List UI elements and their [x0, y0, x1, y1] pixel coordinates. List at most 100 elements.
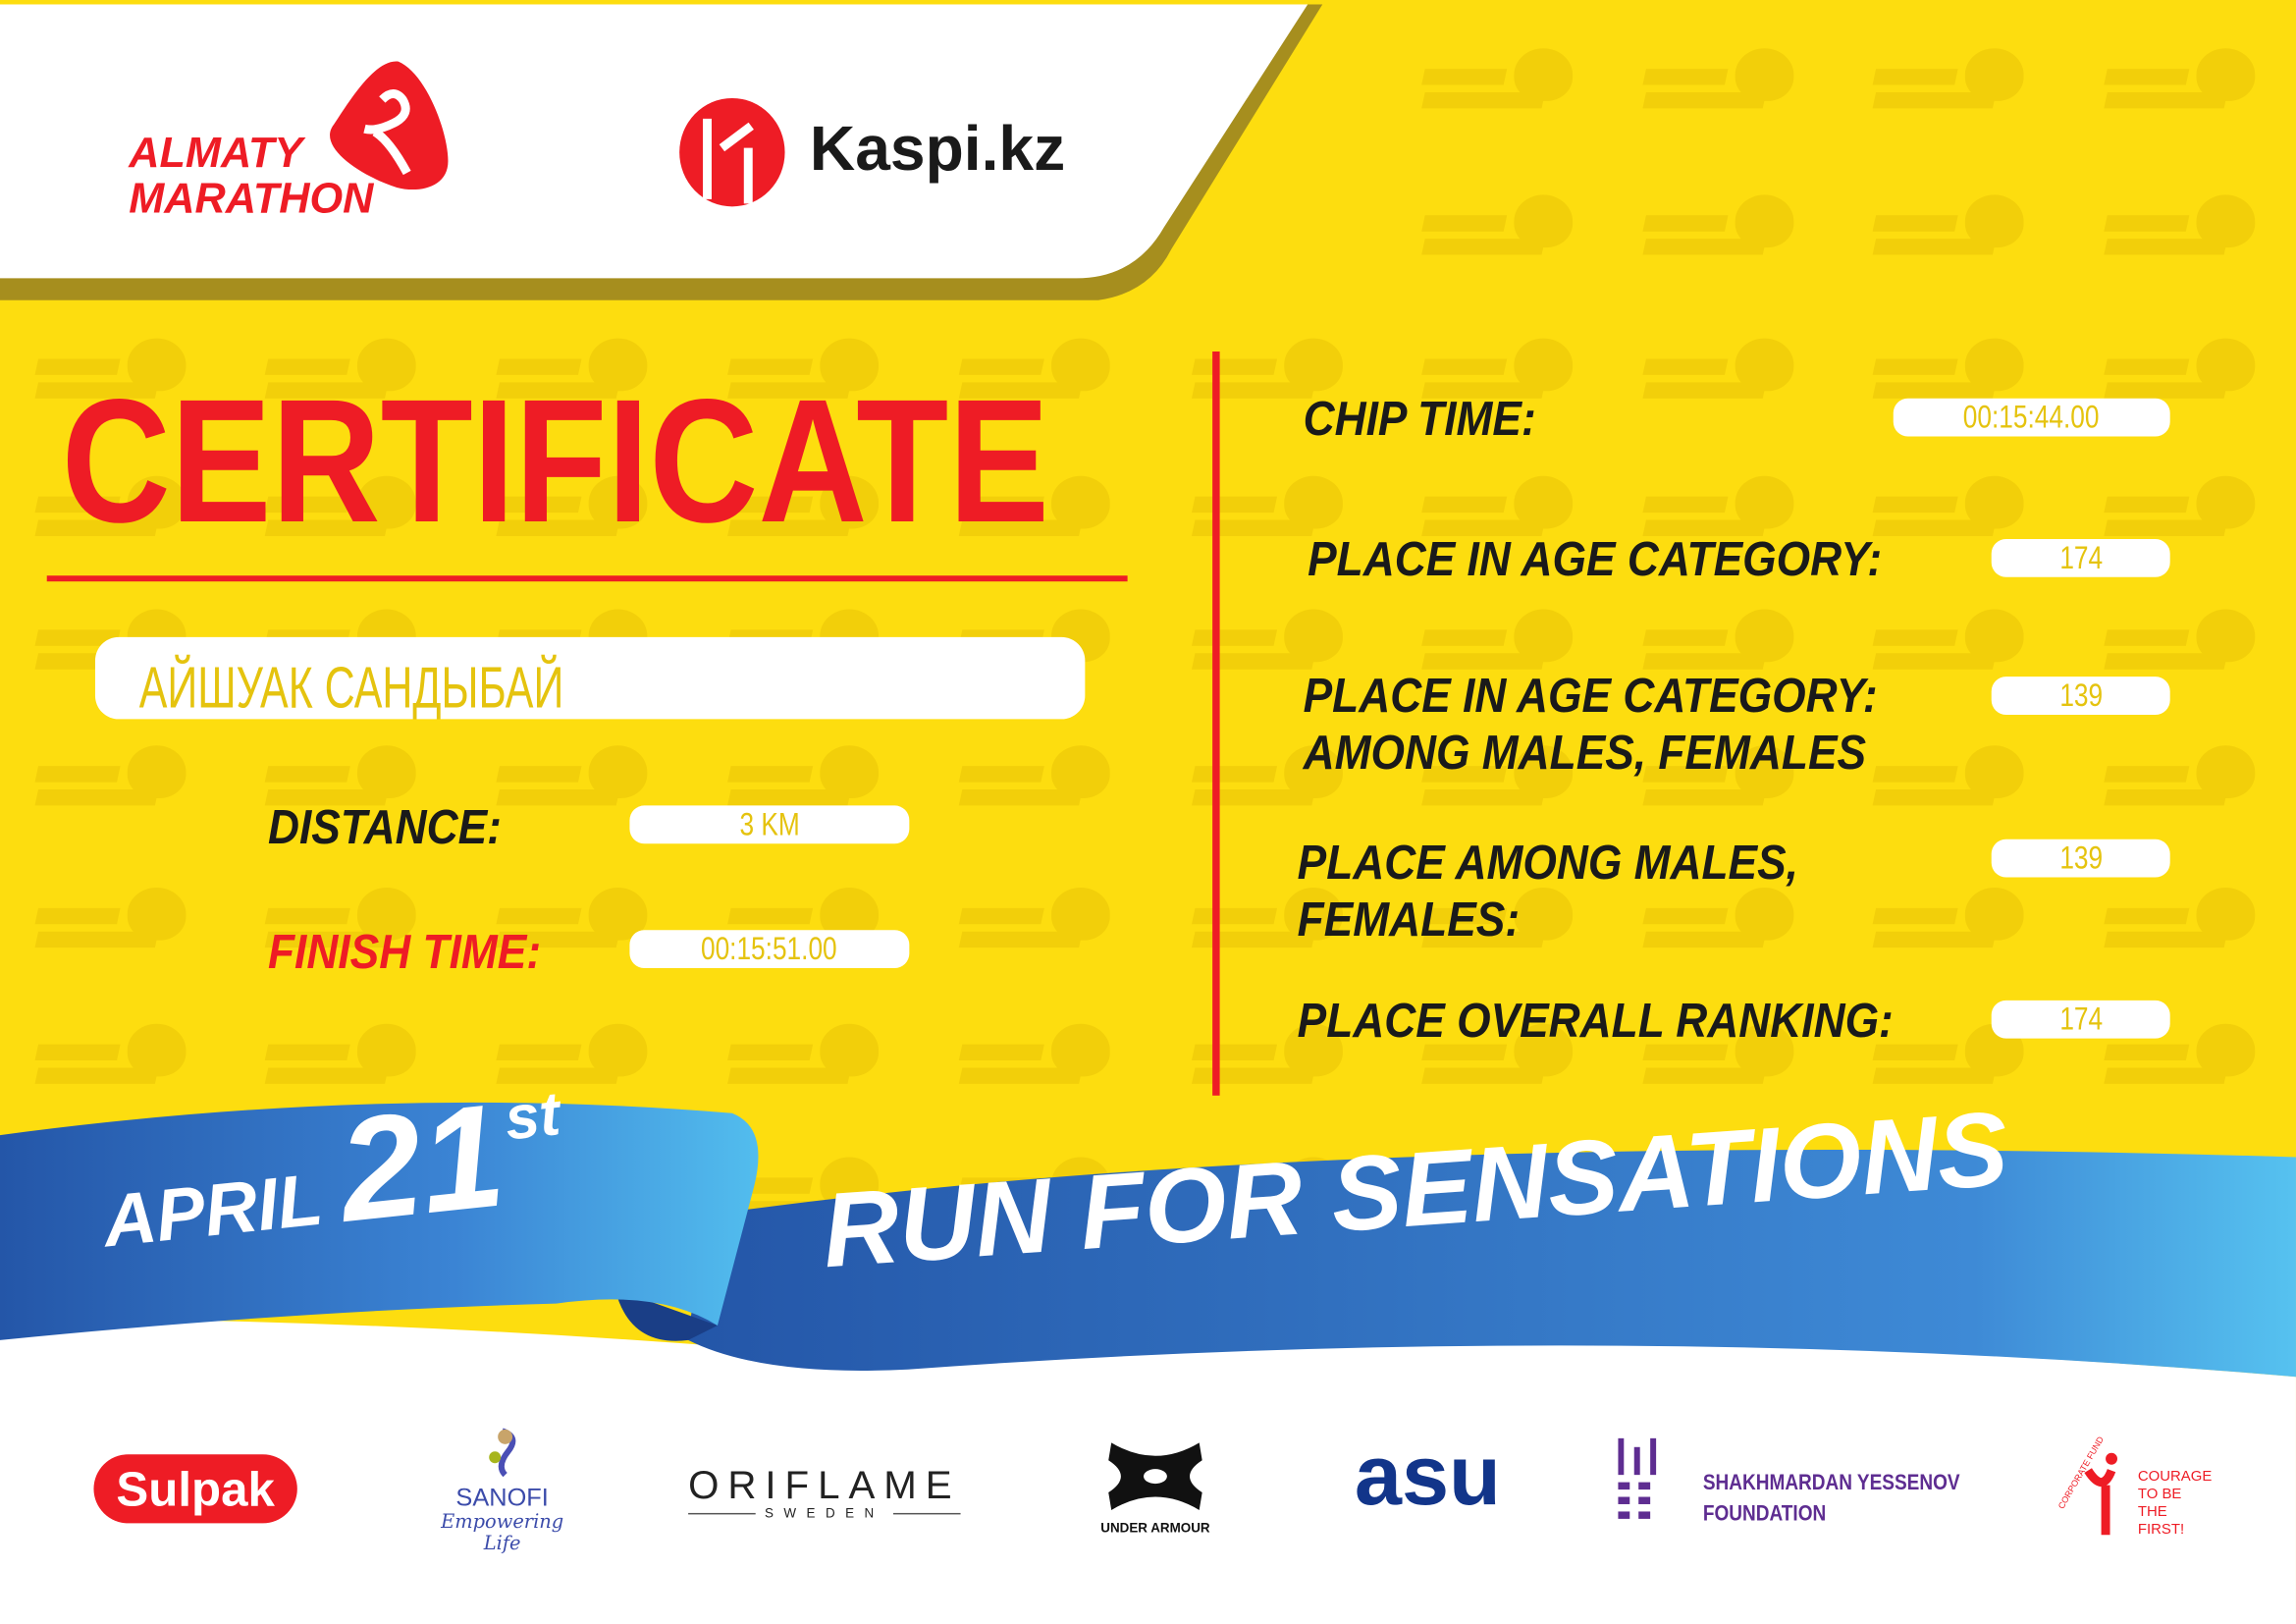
watermark-logo: [264, 1023, 420, 1101]
sanofi-text: SANOFI: [455, 1484, 549, 1512]
watermark-logo: [1191, 887, 1348, 964]
watermark-logo: [1421, 338, 1577, 414]
watermark-logo: [1642, 745, 1798, 822]
sulpak-logo: Sulpak: [93, 1454, 297, 1524]
watermark-logo: [958, 1023, 1115, 1101]
certificate-title: CERTIFICATE: [61, 362, 1049, 560]
courage-runner-icon: [2084, 1452, 2117, 1536]
sanofi-logo: SANOFI Empowering Life: [422, 1428, 583, 1555]
age-category-value: 174: [1991, 538, 2170, 577]
watermark-logo: [1872, 745, 2028, 822]
oriflame-logo: ORIFLAME SWEDEN: [688, 1463, 961, 1521]
watermark-logo: [958, 887, 1115, 964]
watermark-logo: [2104, 475, 2260, 553]
watermark-logo: [1872, 48, 2028, 125]
watermark-logo: [1642, 194, 1798, 271]
watermark-logo: [1191, 745, 1348, 822]
watermark-logo: [1421, 887, 1577, 964]
watermark-logo: [264, 745, 420, 822]
watermark-logo: [496, 338, 652, 414]
sanofi-tagline: Empowering Life: [441, 1511, 564, 1556]
asu-logo: asu: [1354, 1428, 1501, 1524]
watermark-logo: [2104, 887, 2260, 964]
watermark-logo: [1642, 475, 1798, 553]
watermark-logo: [1191, 1023, 1348, 1101]
age-gender-label-1: PLACE IN AGE CATEGORY:: [1303, 668, 1878, 723]
date-month: APRIL: [99, 1158, 327, 1263]
oriflame-text: ORIFLAME: [688, 1463, 961, 1507]
watermark-logo: [2104, 338, 2260, 414]
under-armour-text: UNDER ARMOUR: [1100, 1520, 1210, 1536]
watermark-logo: [727, 475, 883, 553]
watermark-logo: [727, 745, 883, 822]
watermark-logo: [1191, 338, 1348, 414]
sanofi-swirl-icon: [489, 1428, 516, 1478]
watermark-logo: [264, 475, 420, 553]
watermark-logo: [1421, 475, 1577, 553]
watermark-logo: [727, 1023, 883, 1101]
courage-fund-logo: COURAGE TO BE THE FIRST! CORPORATE FUND: [2053, 1435, 2214, 1539]
finish-time-value: 00:15:51.00: [629, 930, 910, 969]
watermark-logo: [1872, 887, 2028, 964]
watermark-logo: [958, 338, 1115, 414]
watermark-logo: [1872, 338, 2028, 414]
participant-name: АЙШУАК САНДЫБАЙ: [138, 656, 564, 721]
watermark-logo: [496, 745, 652, 822]
distance-value: 3 KM: [629, 805, 910, 844]
watermark-logo: [34, 745, 190, 822]
age-gender-value: 139: [1991, 677, 2170, 715]
watermark-logo: [1421, 745, 1577, 822]
watermark-logo: [496, 475, 652, 553]
date-day: 21: [332, 1073, 511, 1254]
distance-label: DISTANCE:: [267, 799, 502, 854]
watermark-logo: [958, 745, 1115, 822]
watermark-logo: [1642, 609, 1798, 685]
header-panel: [0, 0, 1311, 279]
yessenov-text: SHAKHMARDAN YESSENOV FOUNDATION: [1703, 1468, 1960, 1530]
oriflame-sub: SWEDEN: [765, 1505, 884, 1521]
finish-time-label: FINISH TIME:: [267, 924, 542, 979]
courage-line1: COURAGE: [2137, 1469, 2213, 1486]
watermark-logo: [1421, 609, 1577, 685]
age-category-label: PLACE IN AGE CATEGORY:: [1308, 531, 1883, 586]
courage-line3: THE FIRST!: [2137, 1503, 2185, 1539]
watermark-logo: [727, 338, 883, 414]
gender-label-2: FEMALES:: [1297, 892, 1521, 947]
watermark-logo: [1191, 609, 1348, 685]
watermark-logo: [34, 475, 190, 553]
almaty-marathon-logo: ALMATY MARATHON: [129, 59, 465, 235]
watermark-logo: [496, 1023, 652, 1101]
date-suffix: st: [501, 1078, 563, 1154]
watermark-logo: [1421, 194, 1577, 271]
watermark-logo: [2104, 745, 2260, 822]
watermark-logo: [1191, 475, 1348, 553]
chip-time-label: CHIP TIME:: [1303, 391, 1536, 446]
watermark-logo: [1642, 48, 1798, 125]
watermark-logo: [1642, 1023, 1798, 1101]
watermark-logo: [1642, 338, 1798, 414]
slogan-ribbon: [688, 1149, 2296, 1378]
yessenov-line1: SHAKHMARDAN YESSENOV: [1702, 1470, 1960, 1496]
watermark-logo: [2104, 48, 2260, 125]
under-armour-icon: [1108, 1442, 1202, 1510]
overall-label: PLACE OVERALL RANKING:: [1297, 993, 1894, 1048]
runner-drop-icon: [330, 61, 449, 190]
watermark-logo: [1421, 1023, 1577, 1101]
watermark-logo: [2104, 194, 2260, 271]
watermark-logo: [1872, 475, 2028, 553]
chip-time-value: 00:15:44.00: [1893, 398, 2170, 437]
overall-value: 174: [1991, 1000, 2170, 1039]
watermark-logo: [264, 338, 420, 414]
vertical-divider: [1212, 352, 1220, 1096]
watermark-logo: [1872, 194, 2028, 271]
age-gender-label-2: AMONG MALES, FEMALES: [1303, 725, 1867, 780]
watermark-logo: [958, 475, 1115, 553]
logo-line2: MARATHON: [129, 176, 374, 223]
watermark-logo: [264, 887, 420, 964]
watermark-logo: [1421, 48, 1577, 125]
watermark-logo: [34, 338, 190, 414]
yessenov-line2: FOUNDATION: [1702, 1500, 1827, 1527]
gender-value: 139: [1991, 839, 2170, 878]
